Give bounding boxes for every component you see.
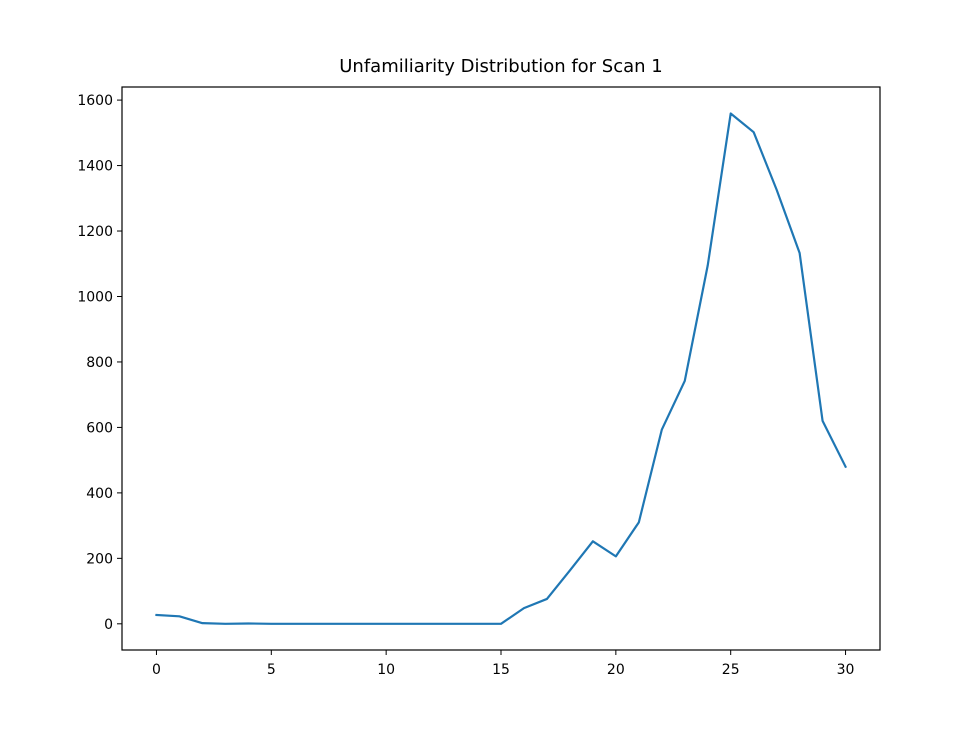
- y-tick-label: 600: [86, 420, 113, 436]
- y-tick-label: 1200: [77, 224, 113, 240]
- x-tick-label: 5: [267, 662, 276, 678]
- x-tick-label: 0: [152, 662, 161, 678]
- x-tick-label: 25: [722, 662, 740, 678]
- x-tick-label: 15: [492, 662, 510, 678]
- y-tick-label: 1400: [77, 159, 113, 175]
- x-tick-label: 20: [607, 662, 625, 678]
- y-axis: 0 200 400 600 800 1000 1200 1400 1600: [77, 93, 122, 633]
- y-tick-label: 1600: [77, 93, 113, 109]
- series-line-1: [155, 112, 848, 625]
- x-tick-label: 10: [377, 662, 395, 678]
- x-axis: 0 5 10 15 20 25 30: [152, 650, 854, 678]
- y-tick-label: 400: [86, 486, 113, 502]
- y-tick-label: 200: [86, 551, 113, 567]
- y-tick-label: 1000: [77, 289, 113, 305]
- x-tick-label: 30: [837, 662, 855, 678]
- y-tick-label: 800: [86, 355, 113, 371]
- plot-frame: [121, 86, 881, 651]
- chart-title: Unfamiliarity Distribution for Scan 1: [339, 56, 663, 77]
- y-tick-label: 0: [104, 617, 113, 633]
- series-layer: [155, 112, 848, 625]
